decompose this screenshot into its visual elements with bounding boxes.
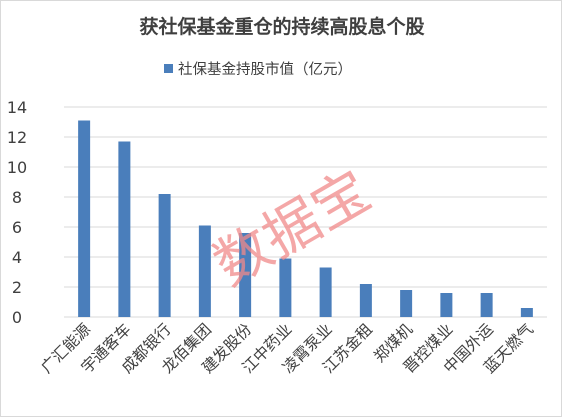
legend-swatch xyxy=(164,64,173,73)
bar-2 xyxy=(118,141,131,317)
x-axis-tick-labels: 广汇能源宇通客车成都银行龙佰集团建发股份江中药业凌霄泵业江苏金租郑煤机晋控煤业中… xyxy=(38,320,537,377)
y-tick-label: 0 xyxy=(12,308,22,327)
bar-8 xyxy=(359,284,372,317)
legend-label: 社保基金持股市值（亿元） xyxy=(178,61,352,78)
watermark: 数据宝 xyxy=(203,159,381,299)
bar-11 xyxy=(480,293,493,317)
bars xyxy=(78,120,533,317)
y-axis-tick-labels: 0 2 4 6 8 10 12 14 xyxy=(7,98,27,327)
y-tick-label: 14 xyxy=(7,98,27,117)
bar-12 xyxy=(520,308,533,317)
bar-10 xyxy=(440,293,453,317)
bar-5 xyxy=(239,233,252,317)
bar-4 xyxy=(198,225,211,317)
y-tick-label: 4 xyxy=(12,248,22,267)
bar-7 xyxy=(319,267,332,317)
bar-3 xyxy=(158,194,171,317)
y-tick-label: 2 xyxy=(12,278,22,297)
y-tick-label: 12 xyxy=(7,128,27,147)
watermark-text: 数据宝 xyxy=(203,159,381,299)
chart-title: 获社保基金重仓的持续高股息个股 xyxy=(139,15,424,38)
y-tick-label: 6 xyxy=(12,218,22,237)
bar-6 xyxy=(279,258,292,317)
y-tick-label: 8 xyxy=(12,188,22,207)
bar-9 xyxy=(400,290,413,317)
gridlines xyxy=(64,106,547,318)
y-tick-label: 10 xyxy=(7,158,27,177)
bar-1 xyxy=(78,120,91,317)
